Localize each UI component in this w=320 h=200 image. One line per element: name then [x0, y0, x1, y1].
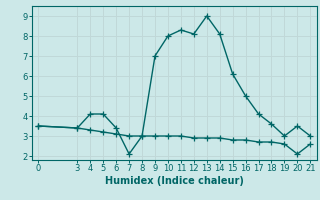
X-axis label: Humidex (Indice chaleur): Humidex (Indice chaleur) — [105, 176, 244, 186]
